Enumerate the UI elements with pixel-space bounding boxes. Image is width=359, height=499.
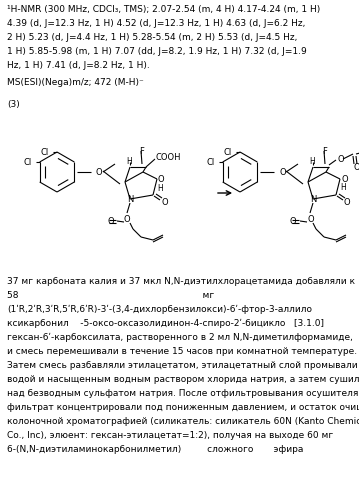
Text: Cl: Cl [207, 158, 215, 167]
Text: O: O [344, 198, 351, 207]
Text: O: O [290, 217, 297, 226]
Text: H: H [126, 157, 132, 166]
Text: N: N [127, 195, 134, 204]
Text: и смесь перемешивали в течение 15 часов при комнатной температуре.: и смесь перемешивали в течение 15 часов … [7, 347, 357, 356]
Text: колоночной хроматографией (силикатель: силикатель 60N (Kanto Chemical: колоночной хроматографией (силикатель: с… [7, 417, 359, 426]
Text: O: O [107, 217, 114, 226]
Text: Cl: Cl [224, 148, 232, 157]
Text: O: O [337, 155, 344, 164]
Text: 37 мг карбоната калия и 37 мкл N,N-диэтилхлорацетамида добавляли к: 37 мг карбоната калия и 37 мкл N,N-диэти… [7, 277, 355, 286]
Text: H: H [340, 183, 346, 192]
Text: (1ʹR,2ʹR,3ʹR,5ʹR,6ʹR)-3ʹ-(3,4-дихлорбензилокси)-6ʹ-фтор-3-аллило: (1ʹR,2ʹR,3ʹR,5ʹR,6ʹR)-3ʹ-(3,4-дихлорбенз… [7, 305, 312, 314]
Text: O: O [161, 198, 168, 207]
Text: O: O [158, 175, 165, 184]
Text: фильтрат концентрировали под пониженным давлением, и остаток очищали: фильтрат концентрировали под пониженным … [7, 403, 359, 412]
Text: H: H [309, 157, 315, 166]
Text: H: H [157, 184, 163, 193]
Text: Cl: Cl [24, 158, 32, 167]
Text: F: F [139, 147, 144, 156]
Text: N: N [310, 195, 316, 204]
Text: 2 H) 5.23 (d, J=4.4 Hz, 1 H) 5.28-5.54 (m, 2 H) 5.53 (d, J=4.5 Hz,: 2 H) 5.23 (d, J=4.4 Hz, 1 H) 5.28-5.54 (… [7, 33, 297, 42]
Text: MS(ESI)(Nega)m/z; 472 (M-H)⁻: MS(ESI)(Nega)m/z; 472 (M-H)⁻ [7, 78, 144, 87]
Text: (3): (3) [7, 100, 20, 109]
Text: гексан-6ʹ-карбоксилата, растворенного в 2 мл N,N-диметилформамиде,: гексан-6ʹ-карбоксилата, растворенного в … [7, 333, 353, 342]
Text: 58                                                                мг: 58 мг [7, 291, 214, 300]
Text: O: O [341, 175, 348, 184]
Text: O: O [353, 163, 359, 172]
Text: F: F [322, 147, 327, 156]
Text: 1 H) 5.85-5.98 (m, 1 H) 7.07 (dd, J=8.2, 1.9 Hz, 1 H) 7.32 (d, J=1.9: 1 H) 5.85-5.98 (m, 1 H) 7.07 (dd, J=8.2,… [7, 47, 307, 56]
Text: ¹H-NMR (300 MHz, CDCl₃, TMS); 2.07-2.54 (m, 4 H) 4.17-4.24 (m, 1 H): ¹H-NMR (300 MHz, CDCl₃, TMS); 2.07-2.54 … [7, 5, 320, 14]
Text: над безводным сульфатом натрия. После отфильтровывания осушителя,: над безводным сульфатом натрия. После от… [7, 389, 359, 398]
Text: O: O [307, 215, 314, 224]
Text: O: O [124, 215, 131, 224]
Text: COOH: COOH [156, 153, 182, 162]
Text: O: O [96, 168, 103, 177]
Text: O: O [279, 168, 286, 177]
Text: водой и насыщенным водным раствором хлорида натрия, а затем сушили: водой и насыщенным водным раствором хлор… [7, 375, 359, 384]
Text: ксикарбонил    -5-оксо-оксазолидинон-4-спиро-2ʹ-бицикло   [3.1.0]: ксикарбонил -5-оксо-оксазолидинон-4-спир… [7, 319, 324, 328]
Text: Затем смесь разбавляли этилацетатом, этилацетатный слой промывали: Затем смесь разбавляли этилацетатом, эти… [7, 361, 358, 370]
Text: 6-(N,N-диэтиламинокарбонилметил)         сложного       эфира: 6-(N,N-диэтиламинокарбонилметил) сложног… [7, 445, 303, 454]
Text: Cl: Cl [41, 148, 49, 157]
Text: Hz, 1 H) 7.41 (d, J=8.2 Hz, 1 H).: Hz, 1 H) 7.41 (d, J=8.2 Hz, 1 H). [7, 61, 150, 70]
Text: 4.39 (d, J=12.3 Hz, 1 H) 4.52 (d, J=12.3 Hz, 1 H) 4.63 (d, J=6.2 Hz,: 4.39 (d, J=12.3 Hz, 1 H) 4.52 (d, J=12.3… [7, 19, 306, 28]
Text: Co., Inc), элюент: гексан-этилацетат=1:2), получая на выходе 60 мг: Co., Inc), элюент: гексан-этилацетат=1:2… [7, 431, 333, 440]
